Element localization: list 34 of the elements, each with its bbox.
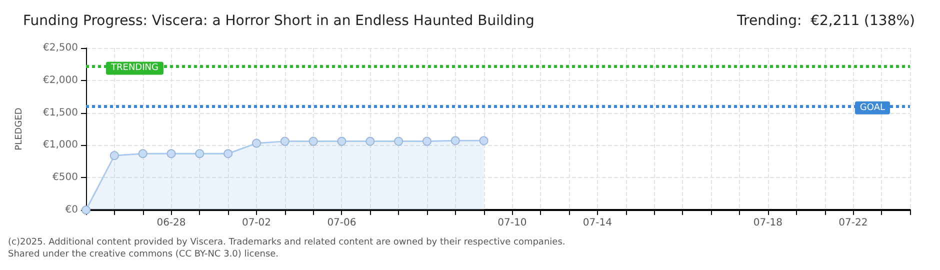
x-tick-label: 06-28: [156, 218, 186, 228]
y-tick-label: €1,000: [43, 140, 78, 151]
text: (c)2025. Additional content provided by Viscera. Trademarks and related content are owned by their respective companies.: [8, 238, 566, 248]
chart-subtitle: Trending: €2,211 (138%): [736, 13, 915, 29]
y-tick-label: €1,500: [43, 107, 78, 118]
y-tick-label: €2,000: [43, 74, 78, 86]
x-tick-label: 07-06: [327, 218, 356, 228]
ref-line-label: TRENDING: [110, 63, 158, 74]
point: [337, 136, 346, 146]
x-tick-label: 07-18: [753, 218, 782, 228]
y-tick-label: €2,500: [43, 42, 78, 54]
x-tick-label: 07-14: [582, 218, 612, 228]
x-tick-label: 07-10: [498, 218, 527, 228]
point: [110, 151, 119, 160]
point: [166, 149, 176, 158]
ref-line-label: GOAL: [860, 102, 885, 113]
point: [224, 149, 233, 158]
y-axis-title: PLEDGED: [14, 108, 24, 150]
point: [308, 136, 318, 146]
chart-title: Funding Progress: Viscera: a Horror Short in an Endless Haunted Building: [23, 13, 534, 29]
x-tick-label: 07-22: [838, 218, 868, 228]
point: [450, 136, 460, 146]
point: [394, 136, 404, 146]
point: [366, 136, 375, 146]
y-tick-label: €500: [52, 172, 78, 184]
point: [422, 136, 432, 146]
point: [252, 138, 261, 148]
point: [195, 149, 204, 158]
text: Shared under the creative commons (CC BY-NC 3.0) license.: [8, 250, 279, 260]
point: [479, 136, 488, 146]
point: [280, 136, 290, 146]
x-tick-label: 07-02: [242, 218, 272, 228]
y-tick-label: €0: [65, 204, 78, 216]
point: [138, 149, 148, 158]
